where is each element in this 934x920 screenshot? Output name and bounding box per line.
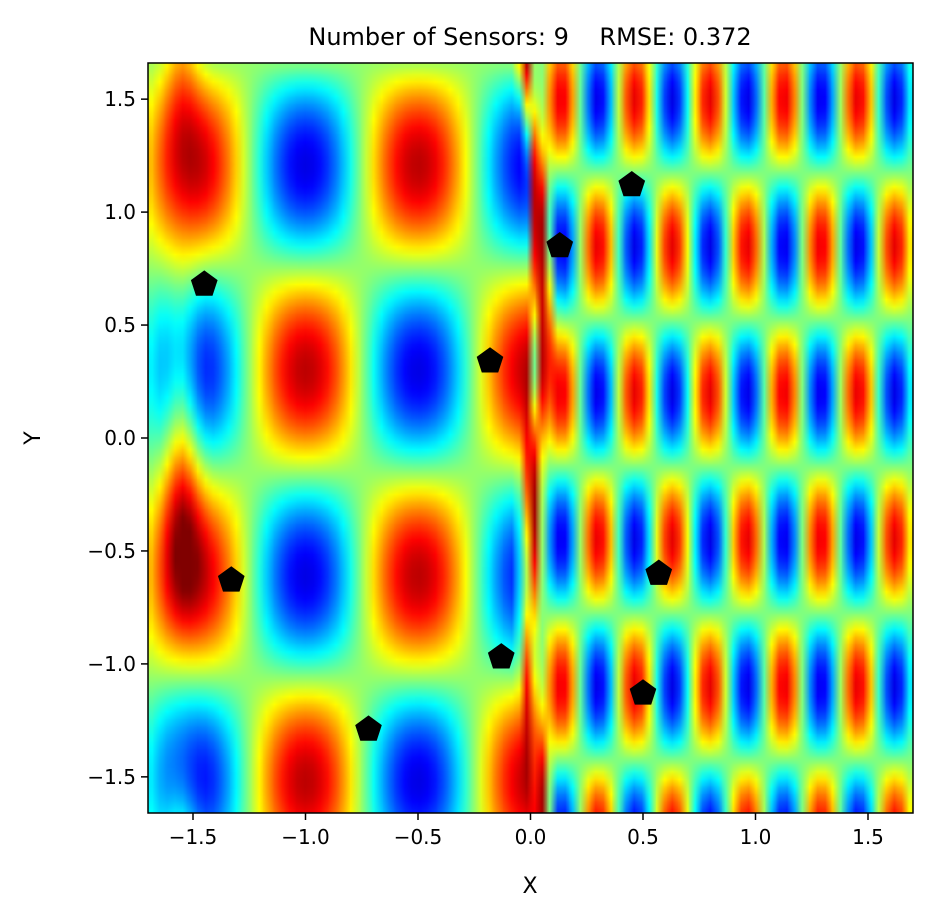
y-tick-label: 1.5 <box>104 87 136 111</box>
y-tick-label: −0.5 <box>87 539 136 563</box>
chart-title: Number of Sensors: 9 RMSE: 0.372 <box>308 23 751 51</box>
y-tick-label: 0.0 <box>104 426 136 450</box>
y-axis-label: Y <box>21 431 46 446</box>
sensor-marker <box>546 232 574 258</box>
sensor-layer <box>190 171 673 741</box>
sensor-marker <box>476 347 504 373</box>
x-axis: −1.5 −1.0 −0.5 0.0 0.5 1.0 1.5 <box>169 813 884 849</box>
sensor-marker <box>629 679 657 705</box>
y-tick-label: −1.5 <box>87 765 136 789</box>
plot-area <box>147 62 914 814</box>
x-tick-label: −0.5 <box>394 825 443 849</box>
sensor-marker <box>355 715 382 741</box>
y-tick-label: 0.5 <box>104 313 136 337</box>
x-tick-label: 1.0 <box>740 825 772 849</box>
x-tick-label: −1.0 <box>281 825 330 849</box>
heatmap-field <box>148 63 913 813</box>
x-axis-label: X <box>522 874 537 899</box>
sensor-marker <box>190 270 218 296</box>
sensor-marker <box>487 643 515 669</box>
y-axis: 1.5 1.0 0.5 0.0 −0.5 −1.0 −1.5 <box>87 87 148 789</box>
x-tick-label: 0.0 <box>515 825 547 849</box>
x-tick-label: −1.5 <box>169 825 218 849</box>
sensor-marker <box>217 566 245 592</box>
x-tick-label: 0.5 <box>627 825 659 849</box>
y-tick-label: 1.0 <box>104 200 136 224</box>
x-tick-label: 1.5 <box>852 825 884 849</box>
sensor-marker <box>645 559 673 585</box>
sensor-marker <box>618 171 646 197</box>
y-tick-label: −1.0 <box>87 652 136 676</box>
